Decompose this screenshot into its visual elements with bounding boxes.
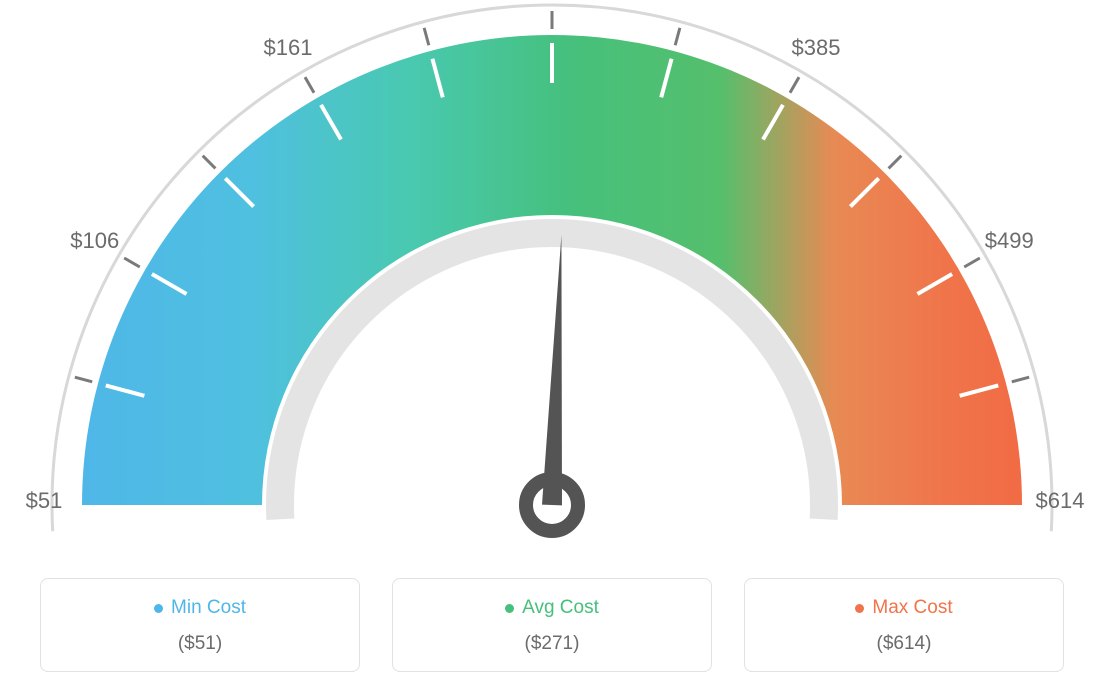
legend-dot-max bbox=[855, 604, 864, 613]
gauge-needle bbox=[542, 235, 562, 505]
legend-card-max: Max Cost ($614) bbox=[744, 578, 1064, 672]
tick-outer bbox=[305, 77, 314, 93]
legend-value-max: ($614) bbox=[757, 633, 1051, 655]
legend-dot-min bbox=[154, 604, 163, 613]
scale-label: $161 bbox=[264, 35, 313, 61]
tick-outer bbox=[1012, 377, 1029, 382]
legend-value-avg: ($271) bbox=[405, 633, 699, 655]
legend-dot-avg bbox=[505, 604, 514, 613]
legend-title-max: Max Cost bbox=[872, 597, 952, 619]
scale-label: $106 bbox=[70, 228, 119, 254]
tick-outer bbox=[203, 156, 216, 169]
legend-row: Min Cost ($51) Avg Cost ($271) Max Cost … bbox=[0, 578, 1104, 672]
tick-outer bbox=[964, 258, 980, 267]
legend-title-row: Min Cost bbox=[53, 597, 347, 619]
legend-card-avg: Avg Cost ($271) bbox=[392, 578, 712, 672]
legend-title-row: Max Cost bbox=[757, 597, 1051, 619]
tick-outer bbox=[75, 377, 92, 382]
scale-label: $385 bbox=[792, 35, 841, 61]
tick-outer bbox=[424, 28, 429, 45]
gauge-svg bbox=[0, 0, 1104, 560]
legend-value-min: ($51) bbox=[53, 633, 347, 655]
scale-label: $614 bbox=[1036, 488, 1085, 514]
tick-outer bbox=[889, 156, 902, 169]
gauge-area: $51$106$161$271$385$499$614 bbox=[0, 0, 1104, 560]
legend-card-min: Min Cost ($51) bbox=[40, 578, 360, 672]
scale-label: $499 bbox=[985, 228, 1034, 254]
scale-label: $51 bbox=[26, 488, 63, 514]
legend-title-avg: Avg Cost bbox=[522, 597, 599, 619]
tick-outer bbox=[124, 258, 140, 267]
chart-container: $51$106$161$271$385$499$614 Min Cost ($5… bbox=[0, 0, 1104, 690]
legend-title-row: Avg Cost bbox=[405, 597, 699, 619]
tick-outer bbox=[675, 28, 680, 45]
tick-outer bbox=[790, 77, 799, 93]
legend-title-min: Min Cost bbox=[171, 597, 246, 619]
